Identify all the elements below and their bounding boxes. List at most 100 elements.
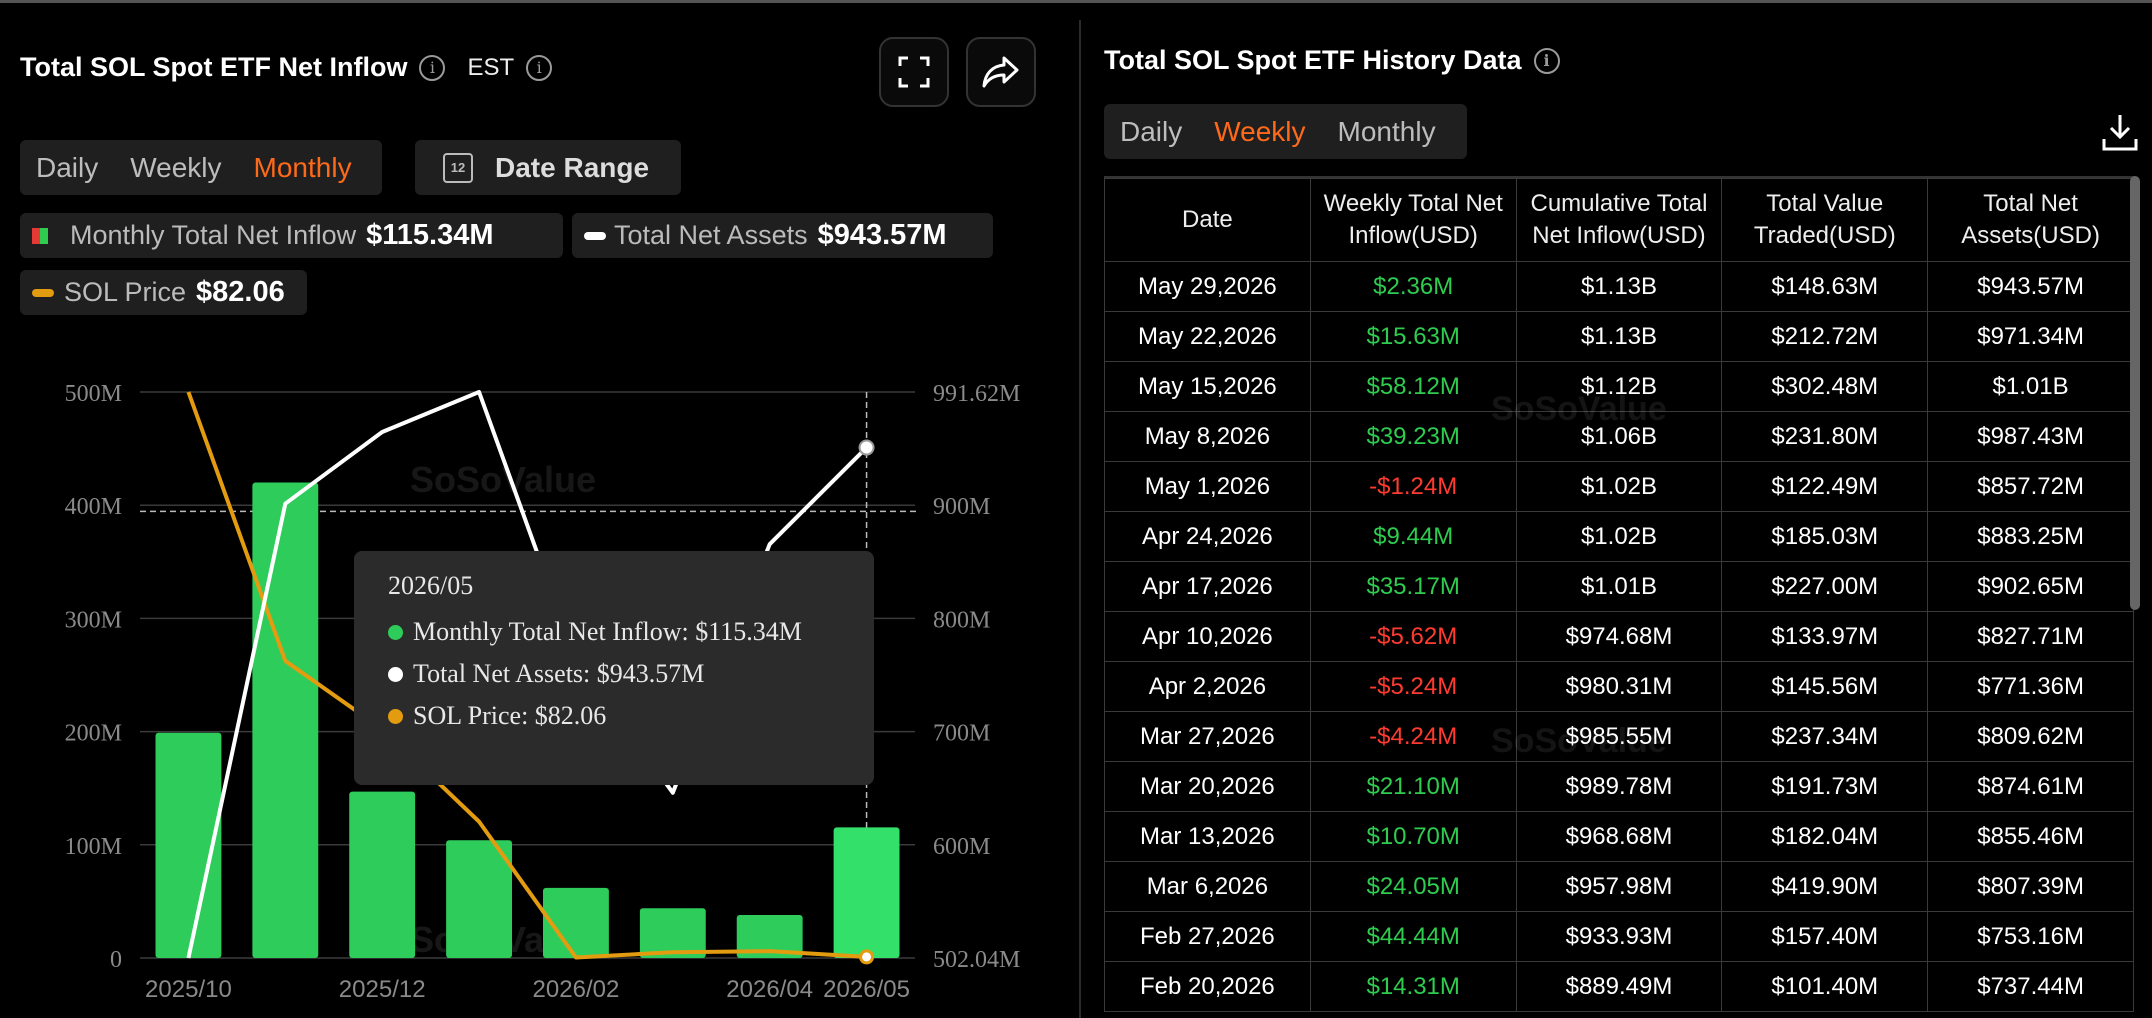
table-row[interactable]: May 29,2026 $2.36M $1.13B $148.63M $943.57M xyxy=(1104,261,2134,312)
y-axis-left-tick: 500M xyxy=(65,381,122,407)
table-cell: Feb 27,2026 xyxy=(1104,911,1311,962)
tab-daily[interactable]: Daily xyxy=(36,151,99,183)
legend-inflow-label: Monthly Total Net Inflow xyxy=(70,220,357,250)
table-cell: Apr 24,2026 xyxy=(1104,511,1311,562)
inflow-bar[interactable] xyxy=(639,908,706,958)
inflow-bar[interactable] xyxy=(252,482,319,958)
inflow-chart[interactable]: SoSoValue SoSoValue 500M991.62M400M900M3… xyxy=(0,0,1079,1018)
inflow-bar[interactable] xyxy=(543,887,609,958)
inflow-bar[interactable] xyxy=(736,914,803,958)
legend-inflow[interactable]: Monthly Total Net Inflow $115.34M xyxy=(20,213,563,258)
fullscreen-button[interactable] xyxy=(879,37,949,107)
table-row[interactable]: Mar 27,2026 -$4.24M $985.55M $237.34M $809.6… xyxy=(1104,711,2134,762)
history-table: Date Weekly Total Net Inflow(USD) Cumulati… xyxy=(1104,178,2134,1012)
table-cell: $15.63M xyxy=(1309,311,1517,362)
table-cell: $302.48M xyxy=(1721,361,1929,412)
table-row[interactable]: Mar 20,2026 $21.10M $989.78M $191.73M $874.6… xyxy=(1104,761,2134,812)
table-cell: Apr 10,2026 xyxy=(1104,611,1311,662)
table-cell: $1.13B xyxy=(1515,311,1723,362)
legend-price-label: SOL Price xyxy=(64,277,187,307)
table-cell: $237.34M xyxy=(1721,711,1929,762)
tab-daily[interactable]: Daily xyxy=(1120,115,1183,147)
table-row[interactable]: May 22,2026 $15.63M $1.13B $212.72M $971.34M xyxy=(1104,311,2134,362)
sol-price-line xyxy=(186,391,867,960)
legend-price[interactable]: SOL Price $82.06 xyxy=(20,270,307,315)
table-row[interactable]: Mar 6,2026 $24.05M $957.98M $419.90M $807.39… xyxy=(1104,861,2134,912)
table-cell: May 15,2026 xyxy=(1104,361,1311,412)
info-icon[interactable]: i xyxy=(526,54,553,81)
table-cell: $133.97M xyxy=(1721,611,1929,662)
table-cell: $857.72M xyxy=(1927,461,2134,512)
table-cell: Apr 17,2026 xyxy=(1104,561,1311,612)
table-cell: $827.71M xyxy=(1927,611,2134,662)
table-cell: $933.93M xyxy=(1515,911,1723,962)
table-cell: Mar 27,2026 xyxy=(1104,711,1311,762)
table-cell: -$1.24M xyxy=(1309,461,1517,512)
table-row[interactable]: Feb 20,2026 $14.31M $889.49M $101.40M $737.4… xyxy=(1104,961,2134,1012)
table-row[interactable]: May 15,2026 $58.12M $1.12B $302.48M $1.01B xyxy=(1104,361,2134,412)
tab-weekly[interactable]: Weekly xyxy=(130,151,222,183)
legend-assets-label: Total Net Assets xyxy=(614,220,808,250)
panel-divider xyxy=(1079,20,1081,1018)
table-cell: $753.16M xyxy=(1927,911,2134,962)
inflow-bar[interactable] xyxy=(446,840,512,958)
table-cell: $1.01B xyxy=(1515,561,1723,612)
table-cell: $101.40M xyxy=(1721,961,1929,1012)
chart-title: Total SOL Spot ETF Net Inflow xyxy=(20,52,408,82)
y-axis-right-tick: 991.62M xyxy=(933,381,1020,407)
inflow-bar[interactable] xyxy=(833,827,900,958)
table-row[interactable]: Apr 24,2026 $9.44M $1.02B $185.03M $883.25M xyxy=(1104,511,2134,562)
table-row[interactable]: Apr 10,2026 -$5.62M $974.68M $133.97M $827.7… xyxy=(1104,611,2134,662)
table-cell: Mar 13,2026 xyxy=(1104,811,1311,862)
table-cell: $212.72M xyxy=(1721,311,1929,362)
table-cell: $39.23M xyxy=(1309,411,1517,462)
legend-assets-value: $943.57M xyxy=(817,219,947,251)
inflow-bar[interactable] xyxy=(155,732,222,958)
inflow-bar[interactable] xyxy=(349,791,416,958)
table-cell: $985.55M xyxy=(1515,711,1723,762)
table-row[interactable]: May 8,2026 $39.23M $1.06B $231.80M $987.43M xyxy=(1104,411,2134,462)
share-button[interactable] xyxy=(966,37,1036,107)
history-title-row: Total SOL Spot ETF History Data i xyxy=(1104,45,1560,76)
table-row[interactable]: Mar 13,2026 $10.70M $968.68M $182.04M $855.4… xyxy=(1104,811,2134,862)
table-cell: May 22,2026 xyxy=(1104,311,1311,362)
tab-monthly[interactable]: Monthly xyxy=(1337,115,1436,147)
table-row[interactable]: Apr 17,2026 $35.17M $1.01B $227.00M $902.65M xyxy=(1104,561,2134,612)
table-cell: $943.57M xyxy=(1927,261,2134,312)
table-row[interactable]: Apr 2,2026 -$5.24M $980.31M $145.56M $771.36… xyxy=(1104,661,2134,712)
y-axis-right-tick: 502.04M xyxy=(933,947,1020,973)
price-swatch xyxy=(32,288,54,297)
table-cell: $24.05M xyxy=(1309,861,1517,912)
table-cell: May 1,2026 xyxy=(1104,461,1311,512)
legend-inflow-value: $115.34M xyxy=(366,219,494,251)
table-row[interactable]: May 1,2026 -$1.24M $1.02B $122.49M $857.72M xyxy=(1104,461,2134,512)
price-dot-icon xyxy=(388,708,403,724)
y-axis-left-tick: 200M xyxy=(65,721,122,747)
tooltip-price: SOL Price: $82.06 xyxy=(413,701,607,730)
chart-title-row: Total SOL Spot ETF Net Inflow i EST i xyxy=(20,52,553,83)
table-cell: $1.13B xyxy=(1515,261,1723,312)
y-axis-left-tick: 300M xyxy=(65,607,122,633)
inflow-dot-icon xyxy=(388,624,403,640)
table-row[interactable]: Feb 27,2026 $44.44M $933.93M $157.40M $753.1… xyxy=(1104,911,2134,962)
legend-assets[interactable]: Total Net Assets $943.57M xyxy=(572,213,993,258)
assets-swatch xyxy=(584,231,606,240)
tab-weekly[interactable]: Weekly xyxy=(1214,115,1306,147)
column-header: Cumulative Total Net Inflow(USD) xyxy=(1515,178,1723,262)
table-cell: $957.98M xyxy=(1515,861,1723,912)
date-range-button[interactable]: 12 Date Range xyxy=(415,140,681,195)
calendar-icon: 12 xyxy=(443,152,473,183)
table-scrollbar[interactable] xyxy=(2130,176,2140,610)
x-axis-tick: 2026/02 xyxy=(533,976,620,1003)
download-button[interactable] xyxy=(2101,112,2139,157)
table-cell: $157.40M xyxy=(1721,911,1929,962)
info-icon[interactable]: i xyxy=(419,54,446,81)
sol-price-marker xyxy=(859,949,875,965)
table-cell: Feb 20,2026 xyxy=(1104,961,1311,1012)
history-title: Total SOL Spot ETF History Data xyxy=(1104,45,1522,75)
table-cell: $1.02B xyxy=(1515,511,1723,562)
history-table-container[interactable]: Date Weekly Total Net Inflow(USD) Cumulati… xyxy=(1104,176,2134,1018)
tab-monthly[interactable]: Monthly xyxy=(253,151,352,183)
table-cell: $771.36M xyxy=(1927,661,2134,712)
info-icon[interactable]: i xyxy=(1533,47,1560,74)
